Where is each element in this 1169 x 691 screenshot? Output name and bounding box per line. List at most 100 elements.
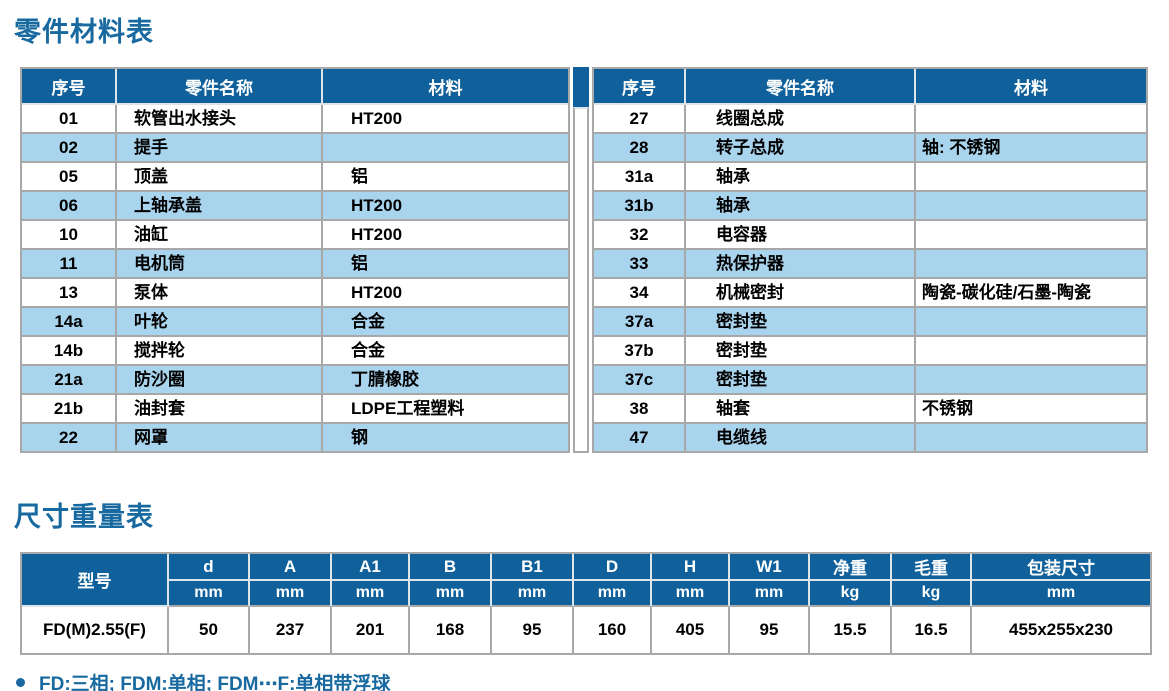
- table-row: 21a 防沙圈 丁腈橡胶: [22, 366, 568, 395]
- dims-column-unit: mm: [492, 581, 574, 607]
- part-name-cell: 机械密封: [686, 279, 916, 308]
- part-name-cell: 轴承: [686, 163, 916, 192]
- part-no-cell: 10: [22, 221, 117, 250]
- part-material-cell: [916, 163, 1146, 192]
- part-no-cell: 37c: [594, 366, 686, 395]
- bullet-icon: [16, 678, 25, 687]
- dims-header-label-row: 型号 d A A1 B B1 D H W1 净重 毛重 包装尺寸: [22, 554, 1150, 607]
- part-material-cell: 钢: [323, 424, 568, 451]
- part-material-cell: [916, 366, 1146, 395]
- dimensions-weight-table: 型号 d A A1 B B1 D H W1 净重 毛重 包装尺寸 mm mm mm mm mm mm mm mm k…: [20, 552, 1152, 655]
- part-name-cell: 密封垫: [686, 337, 916, 366]
- dims-column-unit: mm: [574, 581, 652, 607]
- model-cell: FD(M)2.55(F): [22, 607, 169, 653]
- part-no-cell: 22: [22, 424, 117, 451]
- part-name-cell: 软管出水接头: [117, 105, 323, 134]
- part-no-cell: 14b: [22, 337, 117, 366]
- part-material-cell: [916, 337, 1146, 366]
- parts-right-header-row: 序号 零件名称 材料: [594, 69, 1146, 105]
- dims-column-unit: kg: [810, 581, 892, 607]
- table-row: 33 热保护器: [594, 250, 1146, 279]
- part-no-cell: 27: [594, 105, 686, 134]
- part-name-cell: 电容器: [686, 221, 916, 250]
- table-row: 01 软管出水接头 HT200: [22, 105, 568, 134]
- part-name-cell: 叶轮: [117, 308, 323, 337]
- part-no-cell: 32: [594, 221, 686, 250]
- part-material-cell: 铝: [323, 163, 568, 192]
- part-name-cell: 油封套: [117, 395, 323, 424]
- part-name-cell: 电机筒: [117, 250, 323, 279]
- table-row: 14b 搅拌轮 合金: [22, 337, 568, 366]
- dims-value-cell: 237: [250, 607, 332, 653]
- part-material-cell: 陶瓷-碳化硅/石墨-陶瓷: [916, 279, 1146, 308]
- part-name-cell: 转子总成: [686, 134, 916, 163]
- table-row: 32 电容器: [594, 221, 1146, 250]
- dims-column-label: 毛重: [892, 554, 972, 581]
- part-no-cell: 37a: [594, 308, 686, 337]
- dims-column-label: B1: [492, 554, 574, 581]
- parts-table-right: 序号 零件名称 材料 27 线圈总成 28 转子总成 轴: 不锈钢 31a 轴承 31b 轴承 3…: [592, 67, 1148, 453]
- table-row: 37c 密封垫: [594, 366, 1146, 395]
- part-no-cell: 34: [594, 279, 686, 308]
- part-no-cell: 01: [22, 105, 117, 134]
- dims-header-unit-row: mm mm mm mm mm mm mm mm kg kg mm: [22, 581, 1150, 607]
- part-material-cell: [916, 250, 1146, 279]
- table-row: 05 顶盖铝: [22, 163, 568, 192]
- table-gap-column: [573, 67, 589, 453]
- part-material-cell: [323, 134, 568, 163]
- table-row: 22 网罩钢: [22, 424, 568, 451]
- part-material-cell: 不锈钢: [916, 395, 1146, 424]
- part-name-cell: 上轴承盖: [117, 192, 323, 221]
- parts-left-header-row: 序号 零件名称 材料: [22, 69, 568, 105]
- part-name-cell: 防沙圈: [117, 366, 323, 395]
- table-gap-header-cell: [573, 67, 589, 107]
- dims-value-cell: 50: [169, 607, 250, 653]
- table-row: 13 泵体 HT200: [22, 279, 568, 308]
- dims-column-unit: mm: [169, 581, 250, 607]
- part-material-cell: HT200: [323, 279, 568, 308]
- dims-column-label: H: [652, 554, 730, 581]
- dims-column-label: 包装尺寸: [972, 554, 1150, 581]
- part-name-cell: 提手: [117, 134, 323, 163]
- footer-note-text: FD:三相; FDM:单相; FDM⋯F:单相带浮球: [39, 674, 391, 691]
- dims-column-unit: mm: [410, 581, 492, 607]
- parts-table-title: 零件材料表: [14, 17, 154, 47]
- part-material-cell: 轴: 不锈钢: [916, 134, 1146, 163]
- column-header-material: 材料: [323, 69, 568, 105]
- table-row: 37a 密封垫: [594, 308, 1146, 337]
- dims-column-label: A: [250, 554, 332, 581]
- part-material-cell: [916, 192, 1146, 221]
- table-row: 02 提手: [22, 134, 568, 163]
- table-row: 06 上轴承盖 HT200: [22, 192, 568, 221]
- part-name-cell: 泵体: [117, 279, 323, 308]
- part-material-cell: 丁腈橡胶: [323, 366, 568, 395]
- table-gap-body-cell: [573, 107, 589, 453]
- dims-value-cell: 405: [652, 607, 730, 653]
- part-name-cell: 顶盖: [117, 163, 323, 192]
- part-name-cell: 轴承: [686, 192, 916, 221]
- dims-value-cell: 201: [332, 607, 410, 653]
- column-header-no: 序号: [22, 69, 117, 105]
- part-no-cell: 11: [22, 250, 117, 279]
- dimensions-table-title: 尺寸重量表: [14, 502, 154, 532]
- table-row: FD(M)2.55(F) 50 237 201 168 95 160 405 95 15.5 16.…: [22, 607, 1150, 653]
- part-name-cell: 轴套: [686, 395, 916, 424]
- part-no-cell: 02: [22, 134, 117, 163]
- table-row: 34 机械密封 陶瓷-碳化硅/石墨-陶瓷: [594, 279, 1146, 308]
- dims-value-cell: 95: [730, 607, 810, 653]
- part-name-cell: 热保护器: [686, 250, 916, 279]
- part-no-cell: 37b: [594, 337, 686, 366]
- dims-column-unit: mm: [332, 581, 410, 607]
- part-no-cell: 38: [594, 395, 686, 424]
- part-no-cell: 28: [594, 134, 686, 163]
- part-no-cell: 05: [22, 163, 117, 192]
- part-name-cell: 搅拌轮: [117, 337, 323, 366]
- part-name-cell: 密封垫: [686, 308, 916, 337]
- dims-column-unit: mm: [972, 581, 1150, 607]
- dims-value-cell: 15.5: [810, 607, 892, 653]
- part-material-cell: 合金: [323, 308, 568, 337]
- dims-column-label: 净重: [810, 554, 892, 581]
- part-name-cell: 电缆线: [686, 424, 916, 451]
- dims-column-unit: mm: [730, 581, 810, 607]
